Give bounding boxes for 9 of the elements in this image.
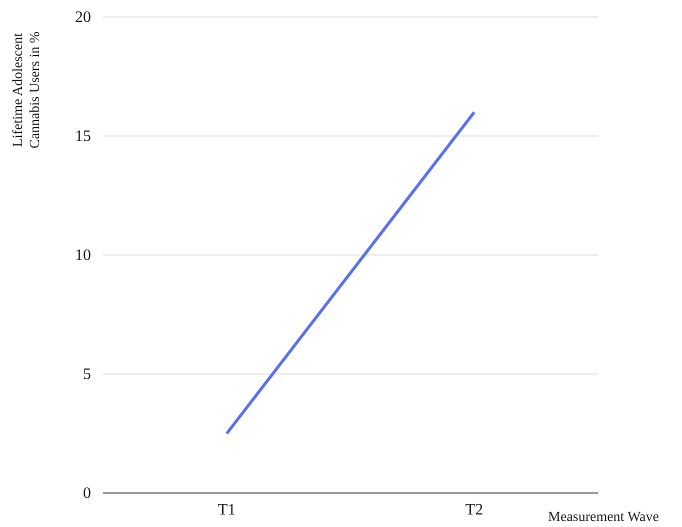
y-tick-label: 0 [83, 485, 91, 502]
x-tick-label: T1 [218, 501, 236, 518]
y-tick-label: 5 [83, 366, 91, 384]
y-axis-title: Lifetime Adolescent Cannabis Users in % [11, 31, 43, 149]
x-axis-title: Measurement Wave [548, 510, 659, 525]
y-tick-label: 15 [75, 128, 91, 146]
y-tick-label: 10 [75, 247, 91, 264]
y-tick-label: 20 [75, 9, 91, 26]
x-tick-label: T2 [465, 501, 484, 518]
